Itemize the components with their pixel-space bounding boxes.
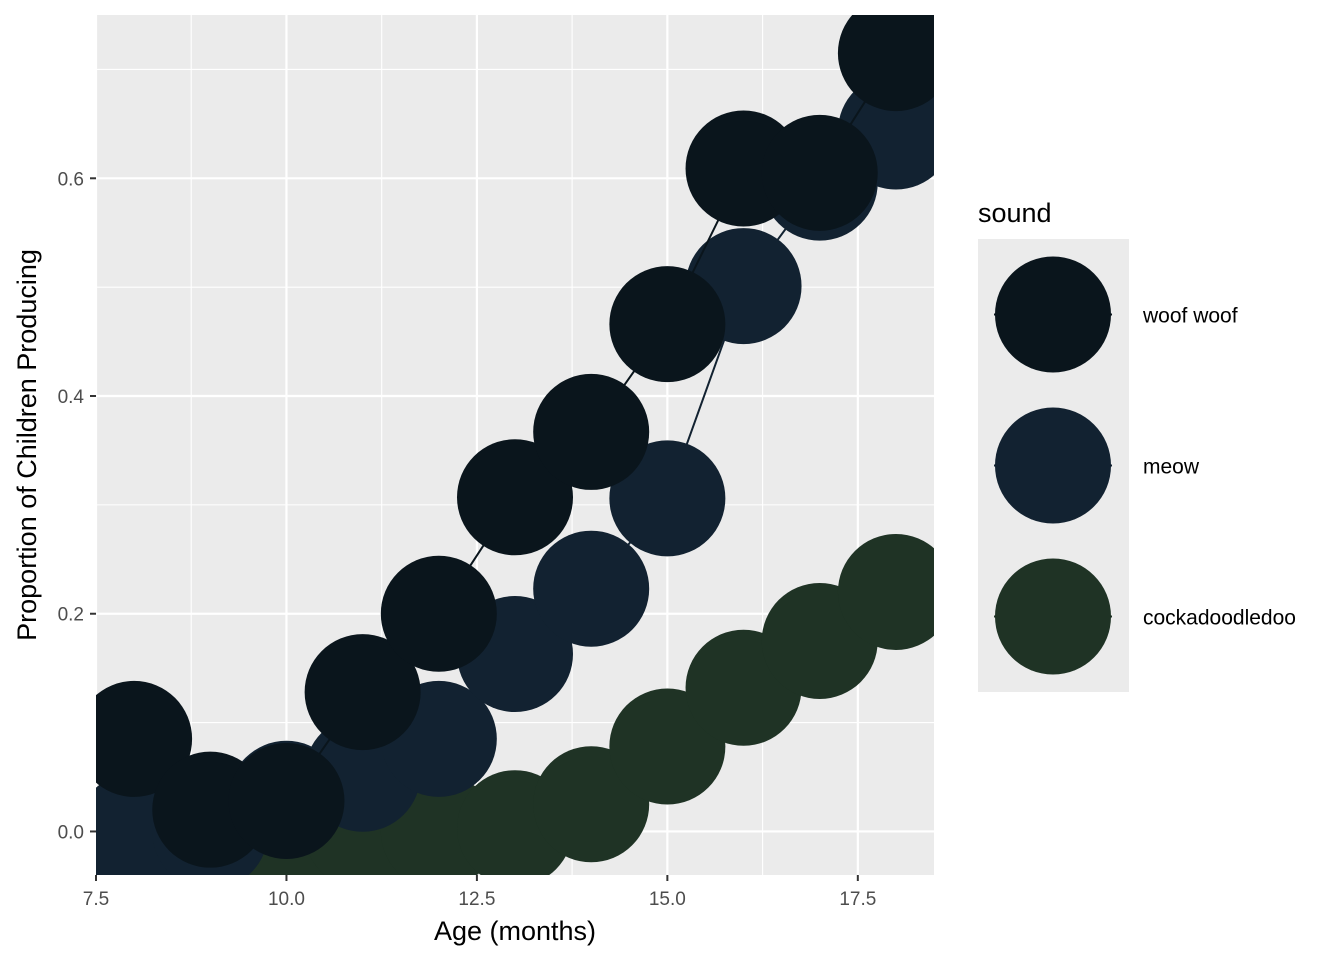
legend-key-point: [995, 256, 1111, 373]
x-tick-label: 7.5: [83, 889, 109, 910]
x-tick-label: 15.0: [649, 889, 686, 910]
data-point: [533, 373, 650, 490]
legend-label: cockadoodledoo: [1143, 607, 1296, 630]
y-tick-label: 0.0: [58, 822, 84, 843]
data-point: [304, 634, 421, 751]
legend-item: cockadoodledoo: [994, 558, 1296, 675]
series-layer: [96, 15, 934, 875]
data-point: [96, 680, 193, 797]
data-point: [837, 15, 934, 112]
x-axis: 7.5 10.0 12.5 15.0 17.5: [83, 875, 876, 910]
legend-label: woof woof: [1142, 305, 1238, 328]
legend-title: sound: [978, 198, 1052, 228]
data-point: [761, 114, 878, 231]
series-woof-woof: [96, 15, 934, 868]
data-point: [533, 530, 650, 647]
data-point: [380, 555, 497, 672]
y-tick-label: 0.6: [58, 169, 84, 190]
legend-key-point: [995, 558, 1111, 675]
x-tick-label: 17.5: [839, 889, 876, 910]
y-axis: 0.0 0.2 0.4 0.6: [58, 169, 96, 843]
legend-key-point: [995, 407, 1111, 524]
data-point: [228, 742, 345, 859]
data-point: [457, 439, 573, 556]
data-point: [609, 440, 726, 557]
y-tick-label: 0.2: [58, 605, 84, 626]
data-point: [837, 533, 934, 650]
y-tick-label: 0.4: [58, 387, 85, 408]
x-tick-label: 10.0: [268, 889, 305, 910]
legend-label: meow: [1143, 456, 1200, 479]
data-point: [609, 266, 726, 383]
legend-item: meow: [994, 407, 1200, 524]
x-tick-label: 12.5: [458, 889, 495, 910]
legend-item: woof woof: [994, 256, 1238, 373]
x-axis-title: Age (months): [434, 916, 596, 946]
legend: sound woof woof meow cockadoodledoo: [978, 198, 1296, 692]
y-axis-title: Proportion of Children Producing: [12, 249, 42, 641]
